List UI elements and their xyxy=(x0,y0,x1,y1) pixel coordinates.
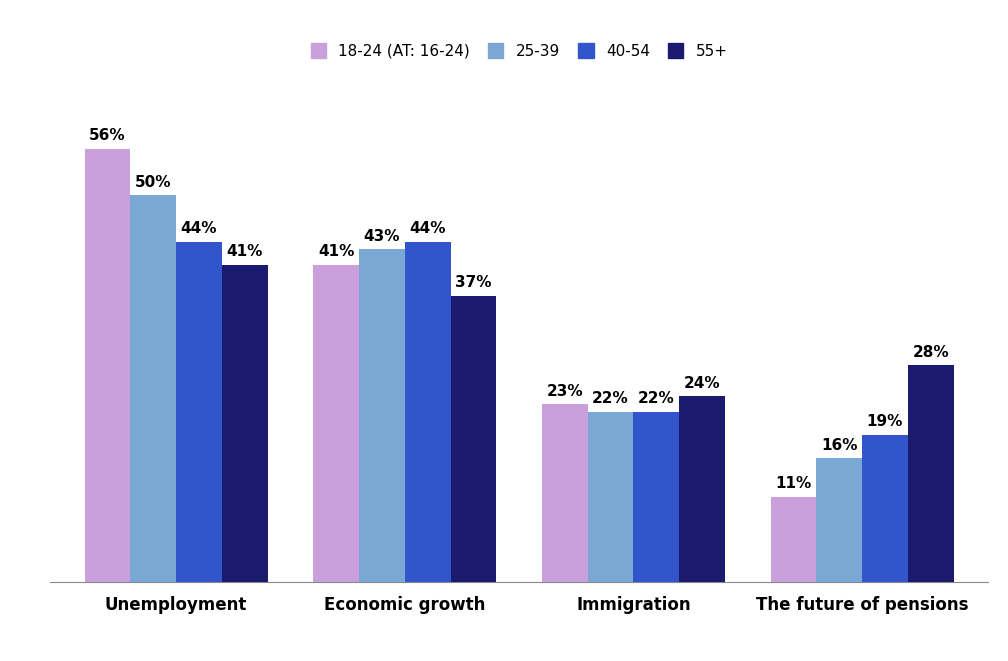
Bar xyxy=(542,404,588,582)
Text: 37%: 37% xyxy=(456,276,492,290)
Text: 43%: 43% xyxy=(364,229,400,244)
Bar xyxy=(816,458,862,582)
Bar xyxy=(862,435,908,582)
Text: 41%: 41% xyxy=(227,245,263,259)
Text: 28%: 28% xyxy=(912,345,949,360)
Text: 56%: 56% xyxy=(90,128,126,143)
Text: 50%: 50% xyxy=(135,175,171,190)
Text: 44%: 44% xyxy=(409,221,446,236)
Text: 41%: 41% xyxy=(318,245,355,259)
Bar xyxy=(313,265,359,582)
Bar xyxy=(359,249,405,582)
Text: 19%: 19% xyxy=(867,414,903,430)
Bar xyxy=(451,295,496,582)
Bar xyxy=(908,366,954,582)
Text: 24%: 24% xyxy=(683,376,721,391)
Text: 22%: 22% xyxy=(638,391,674,407)
Text: 44%: 44% xyxy=(180,221,218,236)
Bar xyxy=(679,396,725,582)
Bar xyxy=(405,242,451,582)
Bar xyxy=(633,412,679,582)
Text: 22%: 22% xyxy=(593,391,629,407)
Bar xyxy=(588,412,633,582)
Text: 11%: 11% xyxy=(775,477,811,491)
Bar xyxy=(222,265,267,582)
Legend: 18-24 (AT: 16-24), 25-39, 40-54, 55+: 18-24 (AT: 16-24), 25-39, 40-54, 55+ xyxy=(304,37,734,65)
Bar xyxy=(85,149,130,582)
Bar xyxy=(771,496,816,582)
Bar xyxy=(176,242,222,582)
Text: 16%: 16% xyxy=(821,438,858,453)
Bar xyxy=(130,195,176,582)
Text: 23%: 23% xyxy=(546,383,584,399)
